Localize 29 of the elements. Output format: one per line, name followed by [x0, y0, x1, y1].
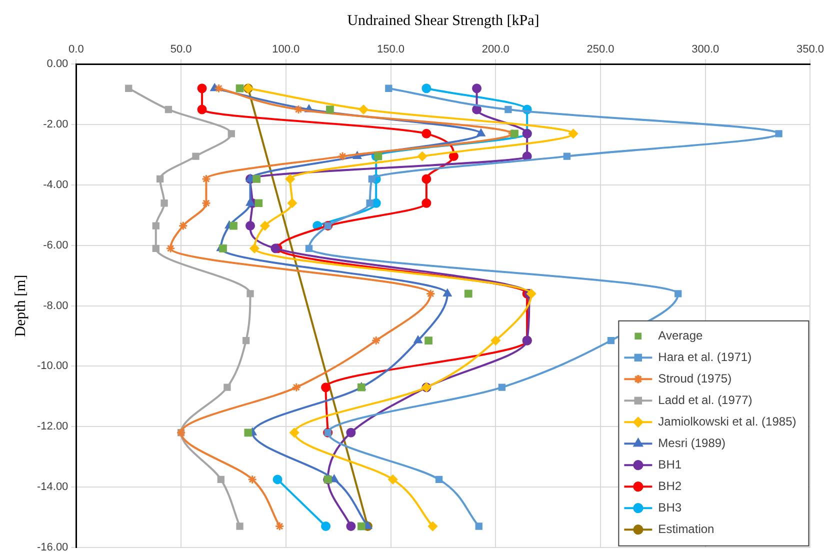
legend-label: BH1 [658, 457, 682, 472]
y-tick-label: -12.00 [36, 420, 68, 433]
x-tick-label: 250.0 [586, 44, 614, 56]
x-tick-label: 300.0 [692, 44, 720, 56]
legend-label: Mesri (1989) [658, 436, 726, 450]
x-tick-label: 350.0 [796, 44, 824, 56]
x-tick-label: 150.0 [377, 44, 405, 56]
x-tick-label: 50.0 [170, 44, 192, 56]
y-tick-label: -2.00 [43, 118, 68, 131]
y-tick-label: -14.00 [36, 481, 68, 494]
legend-label: Stroud (1975) [658, 371, 732, 386]
legend-label: BH2 [658, 478, 682, 493]
x-axis-title: Undrained Shear Strength [kPa] [347, 12, 540, 29]
y-tick-label: -10.00 [36, 360, 68, 372]
legend-label: Estimation [658, 522, 714, 536]
legend-label: BH3 [658, 500, 682, 514]
y-tick-label: -16.00 [36, 541, 68, 554]
y-tick-label: -4.00 [43, 179, 68, 192]
legend-label: Jamiolkowski et al. (1985) [658, 414, 796, 428]
y-tick-label: 0.00 [46, 58, 68, 70]
x-tick-label: 200.0 [482, 44, 510, 56]
x-tick-label: 100.0 [272, 44, 300, 56]
legend-label: Average [658, 328, 703, 342]
legend-label: Hara et al. (1971) [658, 350, 752, 364]
x-tick-label: 0.0 [68, 44, 84, 56]
legend-label: Ladd et al. (1977) [658, 392, 752, 407]
y-axis-title: Depth [m] [12, 274, 29, 337]
y-tick-label: -8.00 [43, 300, 68, 312]
y-tick-label: -6.00 [43, 239, 68, 252]
